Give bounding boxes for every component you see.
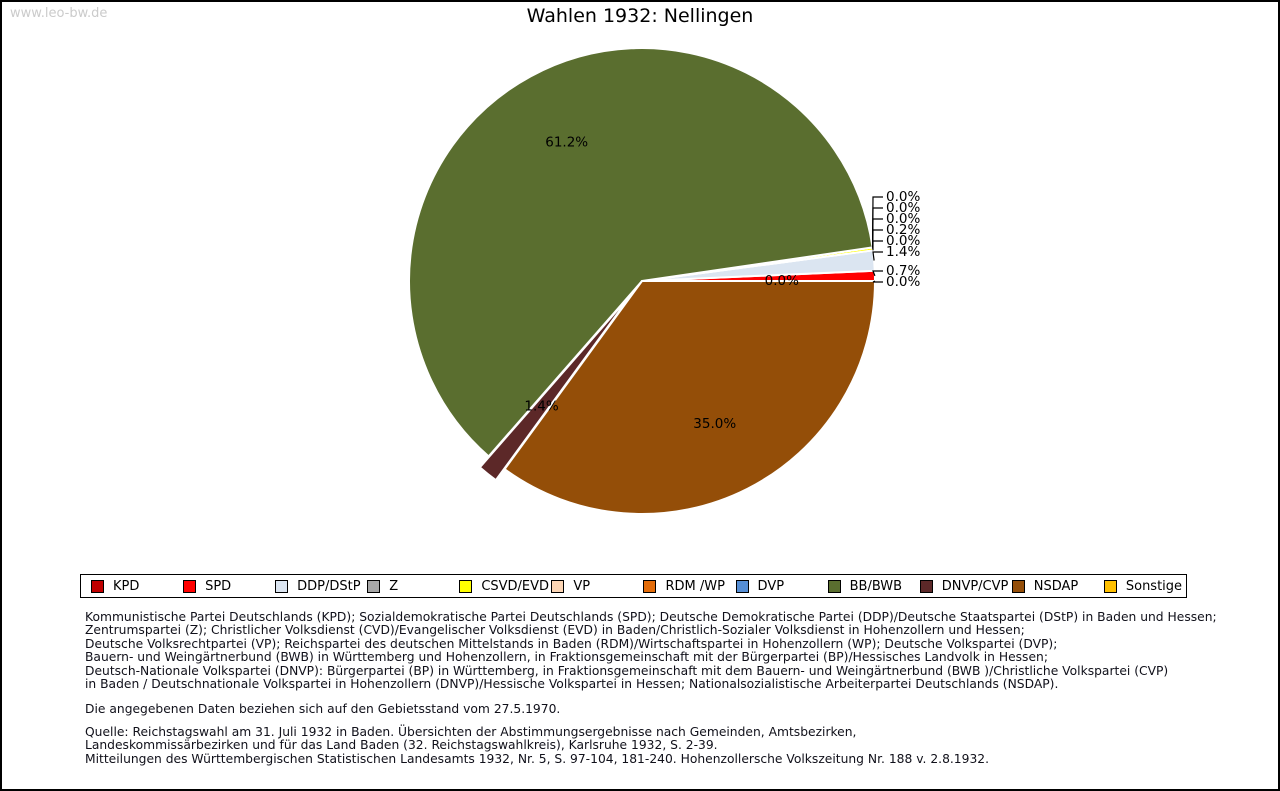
legend-label-csvd-evd: CSVD/EVD — [481, 578, 550, 594]
note-line: Deutsch-Nationale Volkspartei (DNVP): Bü… — [85, 663, 1169, 678]
legend-swatch-bb-bwb — [827, 579, 841, 593]
legend-swatch-sonstige — [1103, 579, 1117, 593]
callout-line-ddp-dstp — [872, 251, 883, 261]
legend-item-vp: VP — [541, 579, 633, 594]
callout-value-label-vp: 0.0% — [886, 211, 920, 227]
callout-value-label-z: 0.0% — [886, 233, 920, 249]
callout-value-label-dvp: 0.0% — [886, 189, 920, 205]
page-title: Wahlen 1932: Nellingen — [526, 5, 754, 27]
watermark: www.leo-bw.de — [10, 6, 108, 21]
pie-slice-bb-bwb — [408, 47, 874, 458]
legend-item-rdm-wp: RDM /WP — [633, 579, 725, 594]
pie-slice-dnvp-cvp — [478, 290, 635, 482]
legend-label-z: Z — [389, 578, 399, 594]
note-line: Kommunistische Partei Deutschlands (KPD)… — [85, 610, 1217, 624]
legend-item-bb-bwb: BB/BWB — [818, 579, 910, 594]
slice-value-label-nsdap: 35.0% — [693, 416, 736, 432]
legend-swatch-spd — [183, 579, 197, 593]
legend-item-kpd: KPD — [81, 579, 173, 594]
legend-swatch-vp — [551, 579, 565, 593]
legend-item-ddp-dstp: DDP/DStP — [265, 578, 361, 594]
callout-line-kpd — [872, 280, 883, 283]
callout-line-spd — [872, 270, 883, 277]
callout-value-label-kpd: 0.0% — [886, 274, 920, 290]
source-line: Quelle: Reichstagswahl am 31. Juli 1932 … — [85, 725, 857, 739]
legend-item-dnvp-cvp: DNVP/CVP — [910, 579, 1008, 594]
legend-label-dnvp-cvp: DNVP/CVP — [941, 578, 1009, 594]
callout-value-label-csvd-evd: 0.2% — [886, 222, 920, 238]
legend-label-dvp: DVP — [757, 578, 785, 594]
slice-value-label-bb-bwb: 61.2% — [545, 135, 588, 151]
legend-label-vp: VP — [573, 578, 591, 594]
legend-label-kpd: KPD — [113, 578, 140, 594]
callout-value-label-rdm-wp: 0.0% — [886, 200, 920, 216]
legend-swatch-nsdap — [1011, 579, 1025, 593]
party-abbreviation-notes: Kommunistische Partei Deutschlands (KPD)… — [85, 610, 1217, 692]
source-citation: Quelle: Reichstagswahl am 31. Juli 1932 … — [85, 725, 990, 766]
legend-item-csvd-evd: CSVD/EVD — [449, 579, 549, 594]
legend-swatch-kpd — [91, 579, 104, 593]
legend-swatch-csvd-evd — [459, 579, 473, 593]
note-line: Bauern- und Weingärtnerbund (BWB) in Wür… — [85, 650, 1048, 665]
pie-chart: 0.0%0.7%1.4%0.0%0.2%0.0%0.0%0.0%61.2%1.4… — [408, 47, 920, 515]
legend-item-spd: SPD — [173, 579, 265, 594]
note-line: in Baden / Deutschnationale Volkspartei … — [85, 677, 1059, 692]
callout-value-label-spd: 0.7% — [886, 263, 920, 279]
legend-swatch-rdm-wp — [643, 579, 657, 593]
slice-value-label-dnvp-cvp: 1.4% — [524, 399, 558, 415]
pie-slice-nsdap — [503, 280, 876, 515]
legend-item-sonstige: Sonstige — [1094, 579, 1186, 594]
area-status-note: Die angegebenen Daten beziehen sich auf … — [85, 702, 561, 716]
legend-item-dvp: DVP — [726, 579, 818, 594]
legend-swatch-dnvp-cvp — [919, 579, 933, 593]
legend-label-sonstige: Sonstige — [1125, 578, 1183, 594]
note-line: Deutsche Volksrechtpartei (VP); Reichspa… — [85, 636, 1058, 651]
callout-line-csvd-evd — [872, 229, 883, 249]
legend-swatch-z — [367, 579, 381, 593]
legend: KPD SPD DDP/DStP Z CSVD/EVD VP RDM /WP DVP BB/BW… — [80, 574, 1187, 598]
note-line: Zentrumspartei (Z); Christlicher Volksdi… — [85, 623, 1025, 638]
callout-line-vp — [871, 218, 883, 248]
callout-line-dvp — [871, 196, 883, 248]
source-line: Mitteilungen des Württembergischen Stati… — [85, 751, 990, 766]
slice-value-label-sonstige: 0.0% — [765, 273, 799, 289]
legend-label-spd: SPD — [205, 578, 232, 594]
legend-item-nsdap: NSDAP — [1002, 579, 1094, 594]
legend-label-rdm-wp: RDM /WP — [665, 578, 725, 594]
legend-label-ddp-dstp: DDP/DStP — [297, 578, 361, 594]
legend-swatch-dvp — [735, 579, 749, 593]
legend-swatch-ddp-dstp — [275, 579, 289, 593]
callout-value-label-ddp-dstp: 1.4% — [886, 244, 920, 260]
legend-label-bb-bwb: BB/BWB — [849, 578, 903, 594]
callout-line-z — [872, 240, 883, 251]
legend-item-z: Z — [357, 579, 449, 594]
source-line: Landeskommissärbezirken und für das Land… — [85, 738, 718, 753]
legend-label-nsdap: NSDAP — [1033, 578, 1079, 594]
